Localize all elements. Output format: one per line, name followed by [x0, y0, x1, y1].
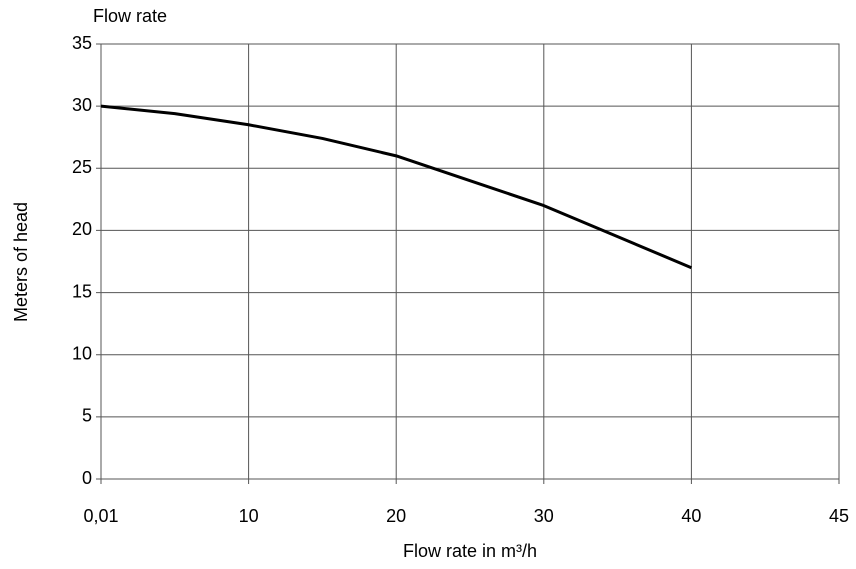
y-tick-label: 5: [82, 406, 92, 426]
y-tick-label: 10: [72, 343, 92, 363]
y-tick-label: 0: [82, 468, 92, 488]
y-tick-label: 15: [72, 281, 92, 301]
y-tick-label: 30: [72, 95, 92, 115]
x-axis-label: Flow rate in m³/h: [403, 541, 537, 561]
y-axis-label: Meters of head: [11, 202, 31, 322]
plot-frame: [100, 43, 840, 480]
x-tick-label: 0,01: [83, 506, 118, 526]
y-tick-label: 20: [72, 219, 92, 239]
x-tick-label: 10: [239, 506, 259, 526]
x-tick-label: 40: [681, 506, 701, 526]
x-tick-label: 20: [386, 506, 406, 526]
chart-title: Flow rate: [93, 6, 167, 26]
y-tick-label: 35: [72, 33, 92, 53]
x-tick-label: 45: [829, 506, 849, 526]
x-tick-label: 30: [534, 506, 554, 526]
line-series: [100, 104, 692, 270]
y-tick-label: 25: [72, 157, 92, 177]
